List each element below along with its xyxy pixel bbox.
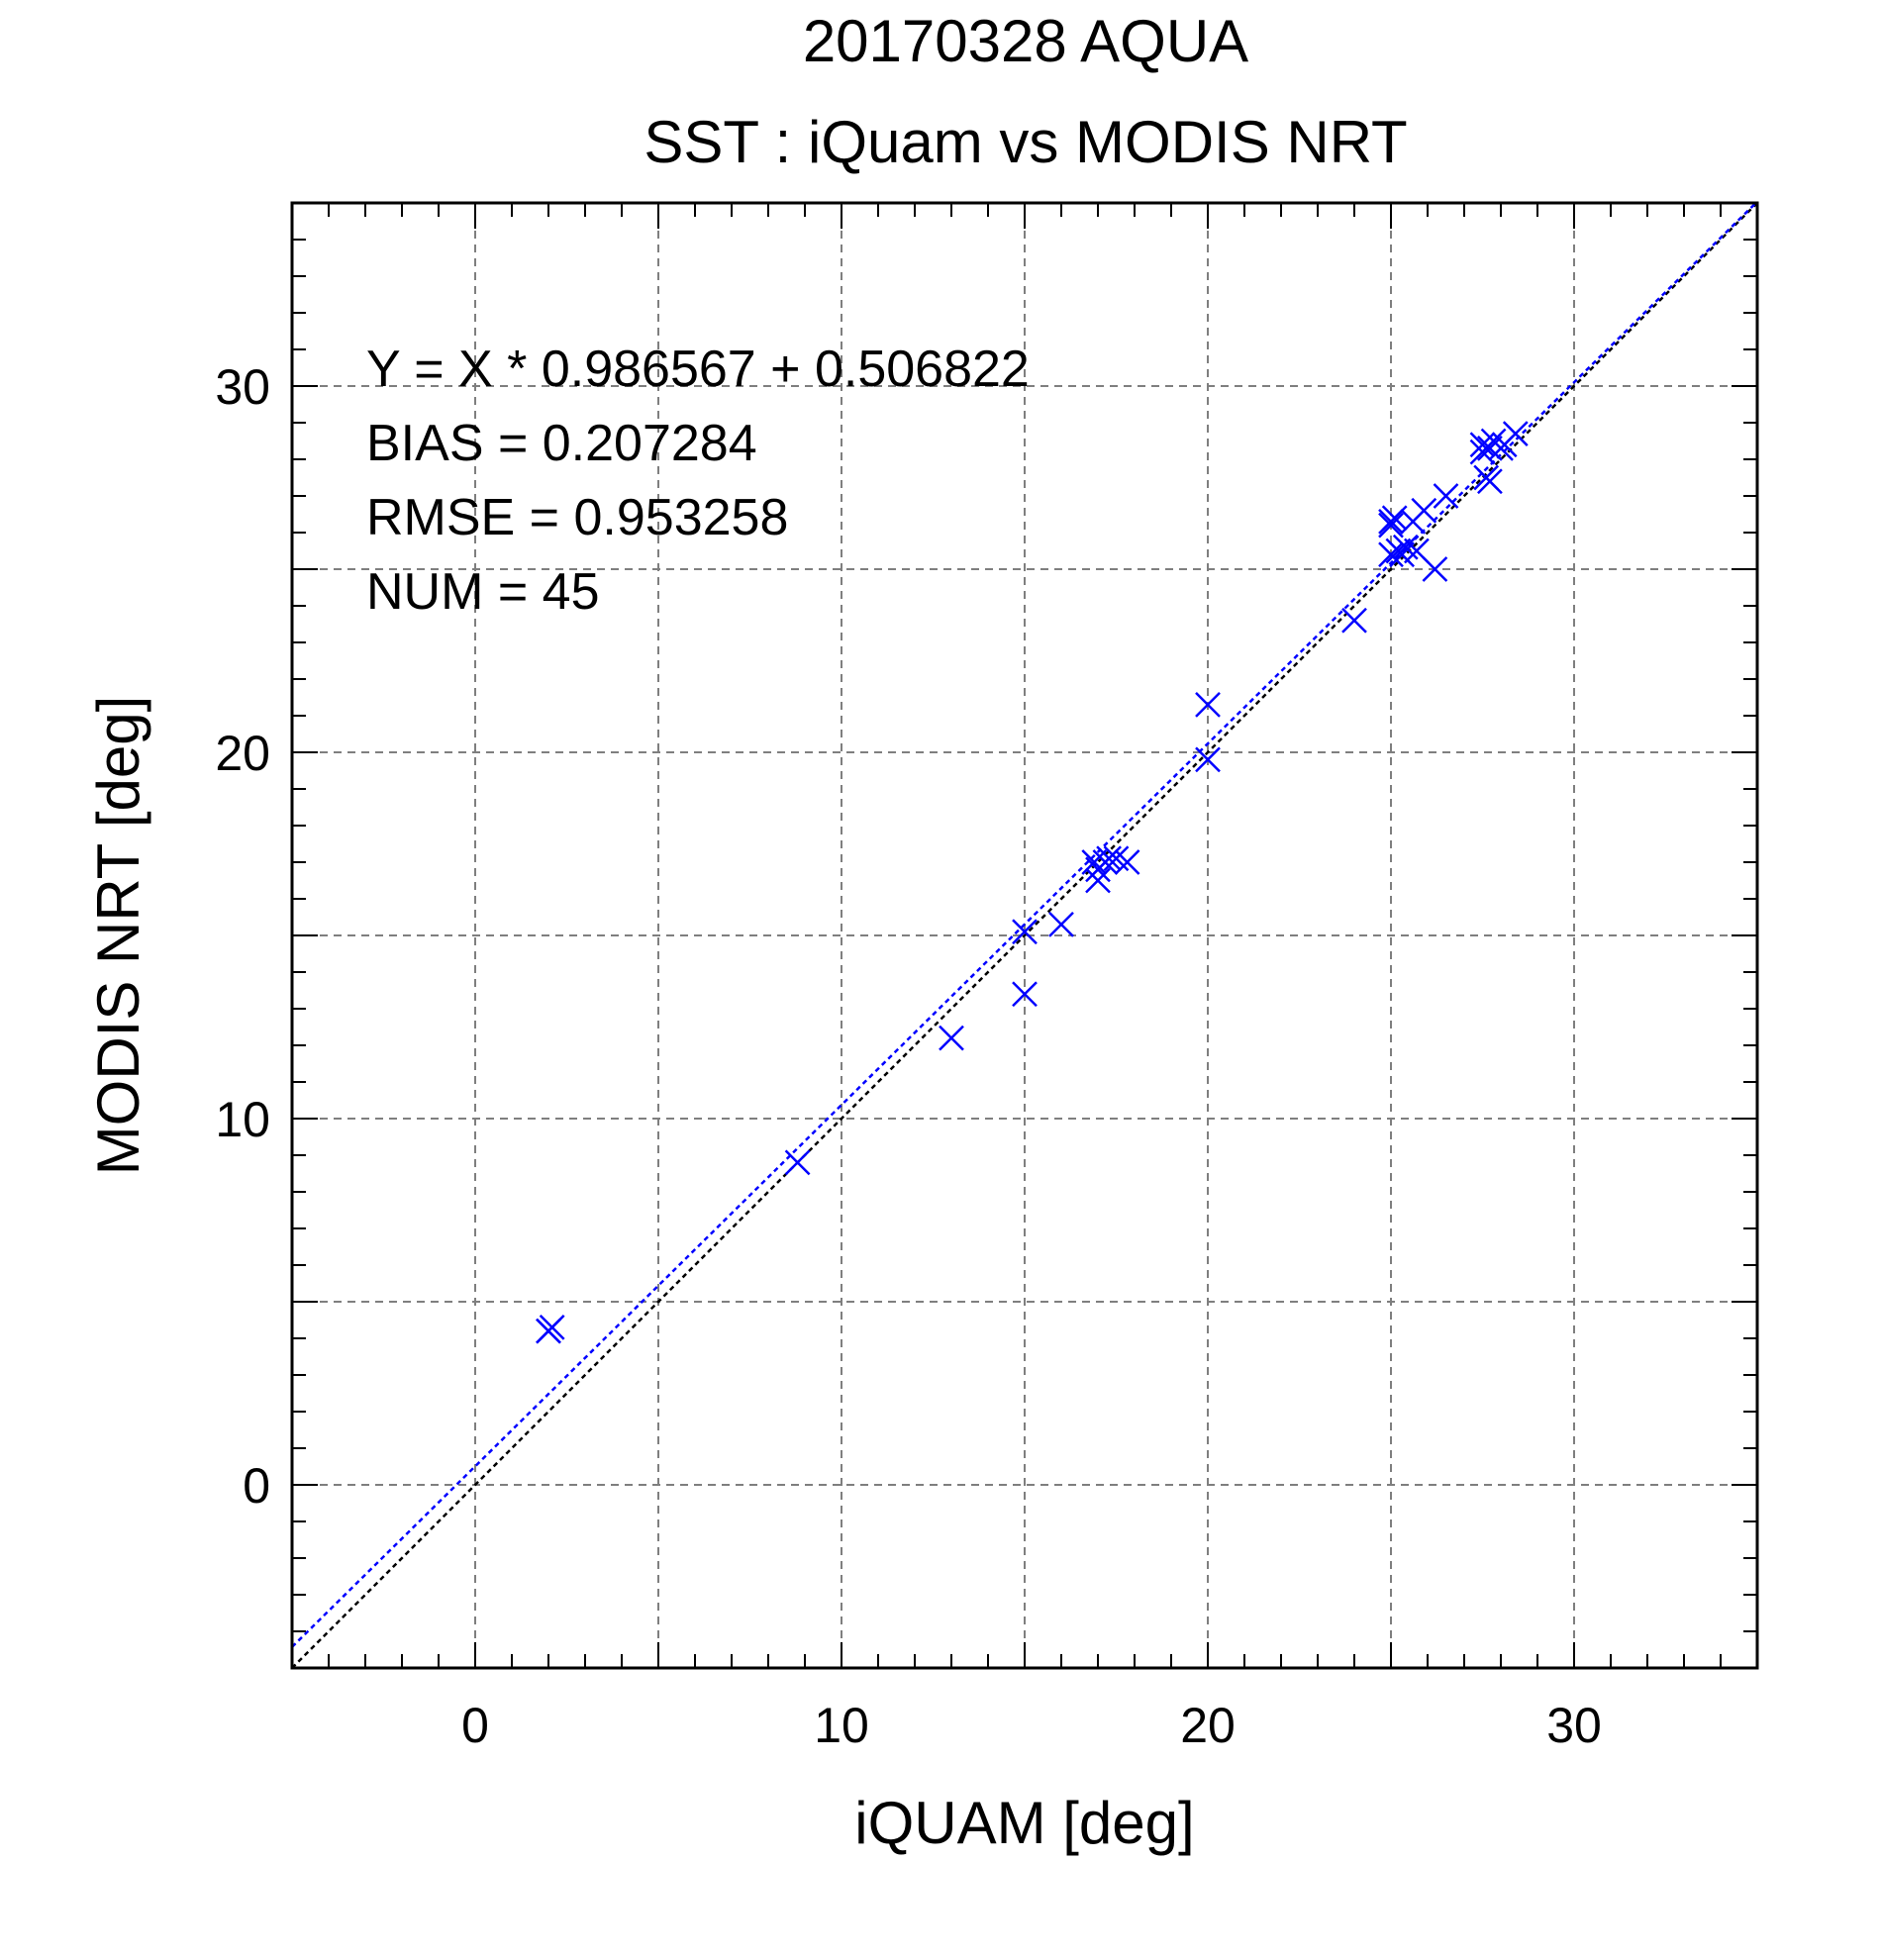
data-point-stroke: [1341, 607, 1367, 634]
data-point: [1378, 541, 1404, 568]
data-point-stroke: [1502, 421, 1529, 446]
x-axis-label: iQUAM [deg]: [854, 1790, 1194, 1856]
data-point-stroke: [1085, 867, 1111, 894]
data-point: [1411, 497, 1437, 524]
stats-box: Y = X * 0.986567 + 0.506822 BIAS = 0.207…: [366, 341, 1030, 621]
x-tick-label: 0: [461, 1698, 489, 1753]
data-point: [1378, 512, 1404, 539]
stats-regression: Y = X * 0.986567 + 0.506822: [366, 341, 1030, 398]
data-point: [1012, 981, 1038, 1008]
ticks: [292, 203, 1757, 1668]
data-point: [1477, 436, 1503, 461]
data-point: [539, 1315, 565, 1340]
chart-subtitle: SST : iQuam vs MODIS NRT: [644, 109, 1407, 175]
data-point-stroke: [1103, 845, 1130, 872]
data-point-stroke: [939, 1025, 964, 1051]
data-point: [1341, 607, 1367, 634]
y-tick-labels: 0 10 20 30: [215, 359, 270, 1514]
stats-bias: BIAS = 0.207284: [366, 415, 757, 472]
stats-num: NUM = 45: [366, 563, 600, 621]
data-point-stroke: [539, 1315, 565, 1340]
data-point: [1048, 912, 1074, 937]
x-tick-label: 10: [814, 1698, 869, 1753]
data-point: [1085, 867, 1111, 894]
data-point-stroke: [1404, 538, 1430, 564]
data-point-stroke: [1378, 541, 1404, 568]
data-point-stroke: [1477, 468, 1503, 495]
data-point: [1195, 692, 1221, 718]
data-point-stroke: [1048, 912, 1074, 937]
chart-title: 20170328 AQUA: [803, 8, 1248, 74]
grid-lines: [292, 203, 1757, 1668]
data-point-stroke: [1392, 534, 1419, 560]
data-point: [1195, 746, 1221, 773]
plot-frame: [290, 201, 1759, 1670]
data-point-stroke: [1378, 512, 1404, 539]
data-point-stroke: [1114, 849, 1140, 875]
data-point-stroke: [1422, 556, 1448, 582]
data-point: [1012, 919, 1038, 945]
data-point: [1433, 483, 1459, 509]
data-point: [1477, 468, 1503, 495]
y-tick-label: 10: [215, 1092, 270, 1147]
y-tick-label: 0: [243, 1458, 270, 1514]
data-point: [784, 1149, 811, 1176]
data-point: [939, 1025, 964, 1051]
reference-lines: [291, 202, 1758, 1669]
y-tick-label: 30: [215, 359, 270, 415]
x-tick-label: 20: [1180, 1698, 1236, 1753]
y-tick-label: 20: [215, 726, 270, 781]
data-point: [1389, 541, 1415, 568]
data-point-stroke: [784, 1149, 811, 1176]
data-point-stroke: [1012, 981, 1038, 1008]
data-point: [1422, 556, 1448, 582]
data-point-stroke: [1195, 746, 1221, 773]
stats-rmse: RMSE = 0.953258: [366, 489, 788, 546]
identity-line: [291, 202, 1758, 1669]
data-point-stroke: [1195, 692, 1221, 718]
data-point-stroke: [1389, 541, 1415, 568]
data-point: [1114, 849, 1140, 875]
data-point-stroke: [1433, 483, 1459, 509]
x-tick-labels: 0 10 20 30: [461, 1698, 1602, 1753]
y-axis-label: MODIS NRT [deg]: [85, 696, 151, 1176]
regression-line: [291, 202, 1757, 1648]
data-points: [536, 421, 1529, 1344]
x-tick-label: 30: [1546, 1698, 1602, 1753]
data-point-stroke: [1012, 919, 1038, 945]
data-point: [1502, 421, 1529, 446]
data-point-stroke: [1411, 497, 1437, 524]
data-point-stroke: [1477, 436, 1503, 461]
